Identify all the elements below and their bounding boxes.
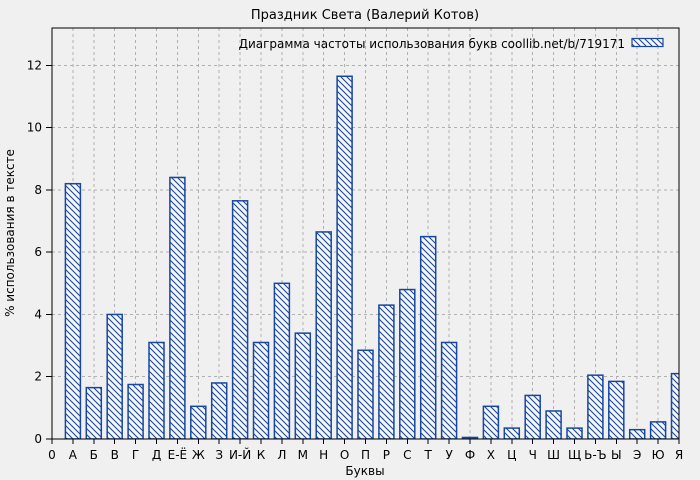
bar-Л [273,282,291,439]
ticks-group [46,64,680,444]
x-tick-labels: 0 А Б В Г Д Е-Ё Ж З И-Й К Л М Н О П Р С Т У Ф Х Ц Ч Ш Щ Ь-Ъ Ы Э Ю Я [48,447,683,462]
bar-Щ [566,427,583,439]
bar-Е-Ё [169,176,186,439]
bar-О [336,75,353,439]
x-tick-label-А: А [69,448,78,462]
bars-group [64,75,679,439]
bar-К [252,341,270,439]
bar-Ж [190,405,207,439]
legend-swatch-icon [631,37,664,48]
bar-П [357,349,374,439]
bar-Я [670,372,679,439]
bar-М [294,332,312,439]
x-tick-label-Н: Н [319,448,328,462]
y-tick-label-0: 0 [34,432,42,446]
x-tick-label-В: В [111,448,119,462]
bar-Т [419,235,437,439]
bar-Г [127,383,144,439]
y-tick-label-10: 10 [27,121,42,135]
x-axis-title: Буквы [345,464,384,478]
x-tick-label-Ч: Ч [529,448,537,462]
x-tick-label-Б: Б [90,448,98,462]
bar-Х [482,405,500,439]
y-tick-labels: 0 2 4 6 8 10 12 [27,58,42,446]
y-axis-title: % использования в тексте [3,149,17,317]
y-tick-label-8: 8 [34,183,42,197]
x-tick-label-Ц: Ц [507,448,516,462]
y-tick-label-6: 6 [34,245,42,259]
bar-Э [628,428,646,439]
x-tick-label-Т: Т [424,448,433,462]
x-tick-label-Ю: Ю [652,448,665,462]
bar-У [440,341,458,439]
x-tick-label-Ф: Ф [465,448,475,462]
x-tick-label-Щ: Щ [568,448,581,462]
x-tick-label-Ы: Ы [611,448,622,462]
x-tick-label-О: О [340,448,349,462]
bar-Ы [608,380,625,439]
x-tick-label-П: П [361,448,370,462]
y-tick-label-12: 12 [27,58,42,72]
bar-Ч [524,394,541,439]
x-tick-label-Е-Ё: Е-Ё [168,447,188,462]
bar-И-Й [231,200,249,439]
bar-Д [148,341,165,439]
bar-З [210,382,228,439]
x-tick-label-С: С [403,448,411,462]
x-tick-label-К: К [257,448,266,462]
x-tick-label-Ж: Ж [192,448,205,462]
y-tick-label-2: 2 [34,370,42,384]
x-tick-label-Д: Д [152,448,161,462]
chart-title: Праздник Света (Валерий Котов) [251,8,479,23]
x-tick-label-З: З [215,448,223,462]
x-tick-label-М: М [298,448,308,462]
x-tick-label-Ь-Ъ: Ь-Ъ [584,448,607,462]
legend-label: Диаграмма частоты использования букв coo… [239,37,625,51]
bar-Ц [503,427,521,439]
bar-С [399,288,416,439]
bar-Ш [545,410,562,439]
x-tick-label-Э: Э [633,448,641,462]
x-tick-label-Х: Х [487,448,495,462]
bar-А [64,182,82,439]
x-tick-label-origin: 0 [48,448,56,462]
x-tick-label-Р: Р [383,448,390,462]
x-tick-label-Л: Л [277,448,286,462]
x-tick-label-Ш: Ш [547,448,560,462]
x-tick-label-И-Й: И-Й [229,447,251,462]
x-tick-label-Я: Я [675,448,683,462]
x-tick-label-Г: Г [132,448,139,462]
x-tick-label-У: У [445,448,453,462]
bar-Б [85,386,103,439]
bar-Ь-Ъ [587,374,604,439]
y-tick-label-4: 4 [34,307,42,321]
bar-Ю [649,421,667,439]
bar-Р [378,304,395,439]
bar-Н [315,231,332,439]
bar-В [106,313,123,439]
